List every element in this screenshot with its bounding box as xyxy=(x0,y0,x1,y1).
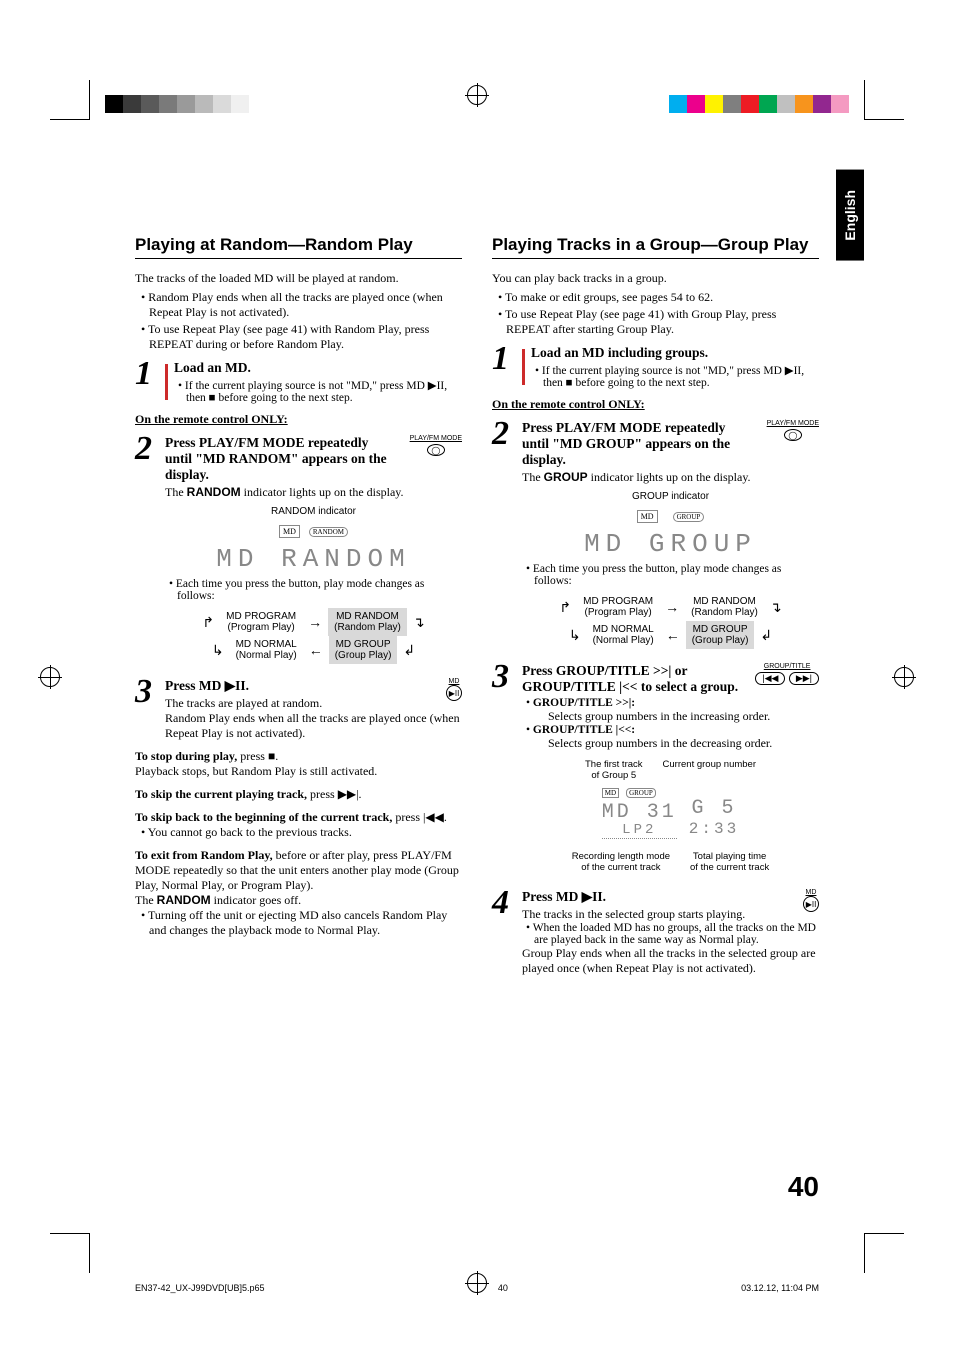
column-group-play: Playing Tracks in a Group—Group Play You… xyxy=(492,235,819,976)
bullet: You cannot go back to the previous track… xyxy=(141,825,462,840)
play-fm-mode-button-icon: PLAY/FM MODE ◯ xyxy=(767,420,819,441)
step-2: 2 PLAY/FM MODE ◯ Press PLAY/FM MODE repe… xyxy=(135,435,462,670)
bullet: To use Repeat Play (see page 41) with Ra… xyxy=(141,322,462,352)
column-random-play: Playing at Random—Random Play The tracks… xyxy=(135,235,462,976)
segment-display: MD GROUP xyxy=(522,529,819,559)
crop-mark xyxy=(50,80,90,120)
intro-bullets: To make or edit groups, see pages 54 to … xyxy=(492,290,819,337)
bullet: Random Play ends when all the tracks are… xyxy=(141,290,462,320)
color-bar-color xyxy=(669,95,849,113)
step-note: • If the current playing source is not "… xyxy=(531,363,819,389)
cycle-note: • Each time you press the button, play m… xyxy=(165,578,462,602)
heading-random-play: Playing at Random—Random Play xyxy=(135,235,462,259)
page-number: 40 xyxy=(788,1171,819,1203)
step-3: 3 MD ▶II Press MD ▶II. The tracks are pl… xyxy=(135,678,462,741)
remote-only-label: On the remote control ONLY: xyxy=(135,412,462,427)
para-skip-back: To skip back to the beginning of the cur… xyxy=(135,810,462,840)
step-3: 3 GROUP/TITLE |◀◀ ▶▶| Press GROUP/TITLE … xyxy=(492,663,819,881)
step-number: 3 xyxy=(135,678,159,741)
mode-cycle-diagram: ↱ MD PROGRAM(Program Play) → MD RANDOM(R… xyxy=(165,608,462,664)
footer-file: EN37-42_UX-J99DVD[UB]5.p65 xyxy=(135,1283,265,1293)
crop-mark xyxy=(864,1233,904,1273)
indicator-label: GROUP indicator xyxy=(522,491,819,502)
para-exit: To exit from Random Play, before or afte… xyxy=(135,848,462,938)
step-desc: The tracks in the selected group starts … xyxy=(522,907,819,922)
step-number: 1 xyxy=(492,345,516,389)
step-title: Press MD ▶II. xyxy=(522,889,819,905)
step-number: 1 xyxy=(135,360,159,404)
step-bar xyxy=(522,349,525,385)
step-number: 4 xyxy=(492,889,516,976)
intro-text: The tracks of the loaded MD will be play… xyxy=(135,271,462,286)
para-skip: To skip the current playing track, press… xyxy=(135,787,462,802)
cycle-note: • Each time you press the button, play m… xyxy=(522,563,819,587)
bullet: • GROUP/TITLE >>|: xyxy=(522,697,819,709)
step-desc: Group Play ends when all the tracks in t… xyxy=(522,946,819,976)
step-desc: Random Play ends when all the tracks are… xyxy=(165,711,462,741)
bullet: • When the loaded MD has no groups, all … xyxy=(522,922,819,946)
remote-only-label: On the remote control ONLY: xyxy=(492,397,819,412)
bullet: Turning off the unit or ejecting MD also… xyxy=(141,908,462,938)
bullet: • GROUP/TITLE |<<: xyxy=(522,724,819,736)
step-number: 2 xyxy=(492,420,516,655)
bullet: To make or edit groups, see pages 54 to … xyxy=(498,290,819,305)
step-desc: The GROUP indicator lights up on the dis… xyxy=(522,470,819,485)
display-figure-labels-bottom: Recording length modeof the current trac… xyxy=(522,851,819,873)
step-1: 1 Load an MD. • If the current playing s… xyxy=(135,360,462,404)
color-bar-grayscale xyxy=(105,95,285,113)
heading-group-play: Playing Tracks in a Group—Group Play xyxy=(492,235,819,259)
registration-mark xyxy=(894,667,914,687)
registration-mark xyxy=(40,667,60,687)
step-title: Press MD ▶II. xyxy=(165,678,462,694)
display-figure: MD GROUP xyxy=(522,508,819,523)
step-2: 2 PLAY/FM MODE ◯ Press PLAY/FM MODE repe… xyxy=(492,420,819,655)
crop-mark xyxy=(50,1233,90,1273)
md-button-icon: MD ▶II xyxy=(446,678,462,701)
footer-page: 40 xyxy=(498,1283,508,1293)
display-figure: MD RANDOM xyxy=(165,523,462,538)
para-stop: To stop during play, press ■. Playback s… xyxy=(135,749,462,779)
play-fm-mode-button-icon: PLAY/FM MODE ◯ xyxy=(410,435,462,456)
mode-cycle-diagram: ↱ MD PROGRAM(Program Play) → MD RANDOM(R… xyxy=(522,593,819,649)
step-desc: The RANDOM indicator lights up on the di… xyxy=(165,485,462,500)
md-button-icon: MD ▶II xyxy=(803,889,819,912)
step-number: 3 xyxy=(492,663,516,881)
segment-display: MD RANDOM xyxy=(165,544,462,574)
step-note: • If the current playing source is not "… xyxy=(174,378,462,404)
step-1: 1 Load an MD including groups. • If the … xyxy=(492,345,819,389)
registration-mark xyxy=(467,85,487,105)
bullet: To use Repeat Play (see page 41) with Gr… xyxy=(498,307,819,337)
step-title: Load an MD including groups. xyxy=(531,345,819,361)
bullet-desc: Selects group numbers in the decreasing … xyxy=(522,736,819,751)
footer: EN37-42_UX-J99DVD[UB]5.p65 40 03.12.12, … xyxy=(135,1283,819,1293)
language-tab: English xyxy=(836,170,864,261)
bullet-desc: Selects group numbers in the increasing … xyxy=(522,709,819,724)
crop-mark xyxy=(864,80,904,120)
intro-bullets: Random Play ends when all the tracks are… xyxy=(135,290,462,352)
segment-display-group: MD GROUP MD 31 LP2 G 5 2:33 xyxy=(522,789,819,843)
step-bar xyxy=(165,364,168,400)
footer-date: 03.12.12, 11:04 PM xyxy=(741,1283,819,1293)
display-figure-labels-top: The first trackof Group 5 Current group … xyxy=(522,759,819,781)
intro-text: You can play back tracks in a group. xyxy=(492,271,819,286)
indicator-label: RANDOM indicator xyxy=(165,506,462,517)
step-title: Load an MD. xyxy=(174,360,462,376)
step-desc: The tracks are played at random. xyxy=(165,696,462,711)
step-4: 4 MD ▶II Press MD ▶II. The tracks in the… xyxy=(492,889,819,976)
step-number: 2 xyxy=(135,435,159,670)
group-title-buttons-icon: GROUP/TITLE |◀◀ ▶▶| xyxy=(755,663,819,685)
